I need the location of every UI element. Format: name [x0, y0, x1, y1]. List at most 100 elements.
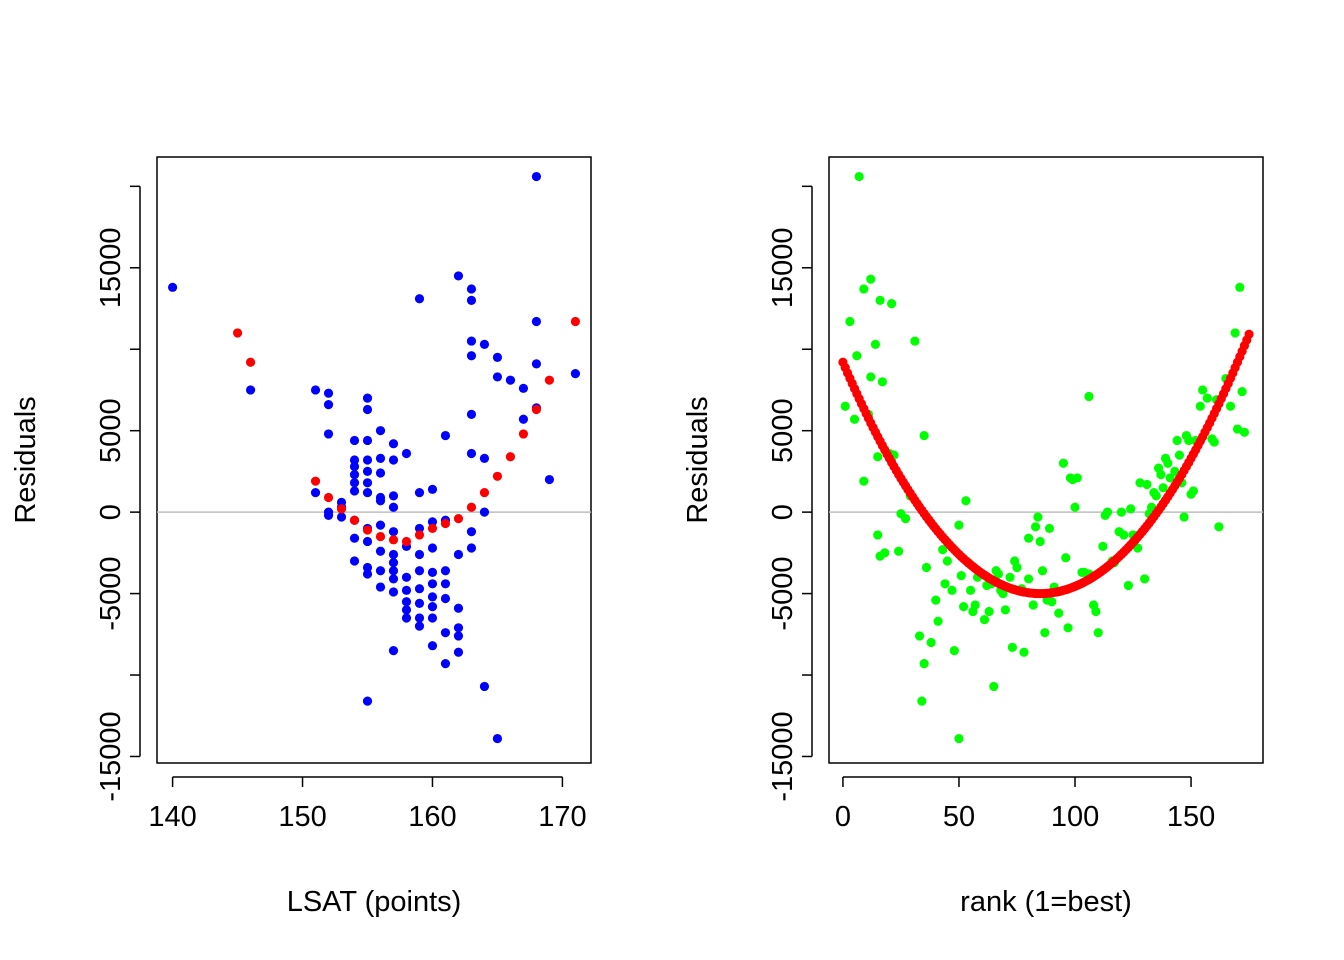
rank-point [1040, 628, 1050, 638]
lsat-point [479, 681, 490, 692]
lsat-x-axis-title: LSAT (points) [287, 886, 462, 918]
rank-point [873, 452, 883, 462]
rank-point [989, 681, 999, 692]
lsat-point [414, 487, 425, 498]
lsat-point [440, 566, 451, 576]
lsat-point [427, 592, 438, 602]
rank-point [926, 637, 936, 648]
lsat-point [245, 385, 256, 395]
rank-point [852, 351, 862, 361]
lsat-point [349, 455, 360, 465]
lsat-point [336, 512, 347, 522]
lsat-point [479, 487, 490, 498]
lsat-point [375, 453, 386, 463]
rank-y-tick-label: 5000 [767, 398, 799, 463]
rank-point [854, 171, 864, 182]
lsat-point [427, 579, 438, 589]
lsat-point [362, 696, 373, 706]
lsat-series-1 [167, 171, 581, 744]
lsat-point [362, 569, 373, 579]
lsat-point [492, 352, 503, 362]
lsat-point [310, 487, 321, 498]
rank-point [1158, 483, 1168, 493]
rank-point [859, 284, 869, 294]
rank-point [1091, 606, 1101, 617]
rank-x-axis-title: rank (1=best) [960, 886, 1132, 918]
lsat-point [505, 375, 516, 385]
lsat-panel: 140 150 160 170 -15000 -5000 0 5000 15000 LSAT (p… [10, 156, 592, 918]
rank-point [1172, 435, 1182, 446]
rank-point [1037, 566, 1048, 576]
lsat-point [401, 585, 412, 595]
rank-point [938, 544, 948, 555]
lsat-point [466, 336, 477, 346]
lsat-point [427, 641, 438, 651]
lsat-point [492, 471, 503, 481]
lsat-point [427, 517, 438, 527]
lsat-point [544, 375, 555, 385]
rank-point [1195, 401, 1205, 411]
lsat-point [362, 536, 373, 547]
rank-y-tick-label: 0 [767, 504, 799, 520]
lsat-point [245, 357, 256, 367]
rank-point [921, 562, 932, 573]
rank-point [947, 585, 957, 595]
lsat-point [466, 409, 477, 419]
rank-point [1000, 605, 1010, 615]
rank-point [859, 476, 869, 486]
lsat-point [427, 613, 438, 623]
lsat-point [362, 478, 373, 488]
rank-point [1142, 479, 1152, 490]
rank-point [933, 616, 943, 626]
rank-point [1163, 458, 1173, 468]
lsat-point [479, 453, 490, 463]
rank-point [1047, 597, 1057, 607]
lsat-point [349, 478, 360, 488]
lsat-point [414, 294, 425, 304]
lsat-point [414, 523, 425, 534]
lsat-point [388, 549, 399, 560]
rank-y-tick-label: -5000 [767, 556, 799, 630]
rank-point [880, 548, 890, 558]
lsat-point [362, 435, 373, 446]
rank-point [1012, 562, 1022, 573]
rank-point [1061, 553, 1071, 563]
lsat-point [505, 452, 516, 462]
rank-point [1123, 580, 1133, 591]
rank-point [1019, 647, 1029, 657]
rank-point [1093, 628, 1103, 638]
rank-point [919, 430, 929, 441]
rank-point [1007, 642, 1017, 652]
rank-point [1198, 385, 1208, 395]
lsat-point [388, 527, 399, 537]
lsat-point [518, 414, 529, 424]
rank-point [1058, 458, 1069, 468]
rank-point [910, 336, 920, 346]
rank-point [1135, 478, 1145, 488]
lsat-point [388, 645, 399, 656]
rank-point [1232, 424, 1243, 434]
rank-point [961, 496, 971, 506]
lsat-point [453, 647, 464, 657]
lsat-point [570, 316, 581, 327]
lsat-point [440, 628, 451, 638]
lsat-point [479, 339, 490, 349]
rank-point [998, 588, 1008, 599]
lsat-x-tick-label: 140 [148, 801, 196, 833]
rank-x-tick-label: 0 [835, 801, 851, 833]
rank-point [1116, 507, 1127, 517]
rank-point [959, 602, 969, 612]
lsat-point [531, 171, 542, 182]
lsat-point [492, 372, 503, 382]
rank-point [866, 274, 876, 284]
lsat-point [349, 470, 360, 480]
lsat-point [440, 659, 451, 669]
lsat-x-tick-label: 170 [538, 801, 586, 833]
lsat-point [414, 549, 425, 560]
rank-point [1023, 533, 1034, 543]
rank-point [840, 401, 850, 411]
lsat-point [518, 429, 529, 439]
lsat-point [401, 597, 412, 607]
lsat-point [336, 504, 347, 514]
lsat-y-tick-label: 0 [95, 504, 127, 520]
